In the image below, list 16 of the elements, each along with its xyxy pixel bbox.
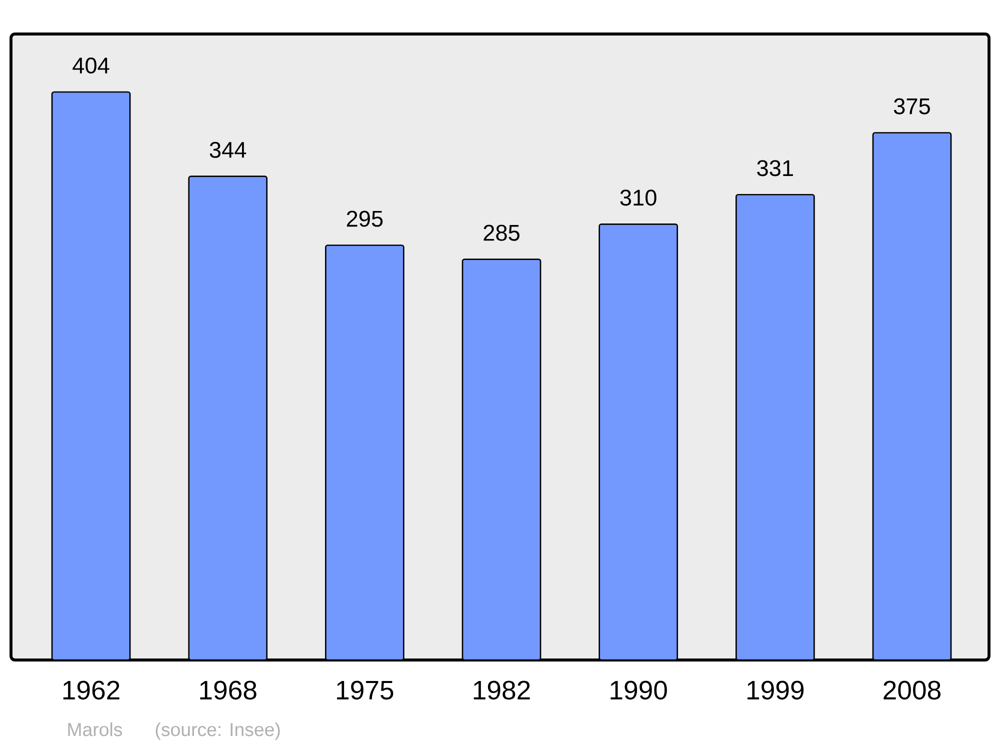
x-tick-label: 1990 xyxy=(610,680,667,700)
data-label: 331 xyxy=(757,160,793,176)
x-tick-label: 1999 xyxy=(748,680,804,700)
x-tick-label: 1982 xyxy=(474,680,530,700)
x-tick-label: 1962 xyxy=(63,680,120,700)
data-label: 404 xyxy=(72,57,110,74)
data-label: 295 xyxy=(346,210,383,227)
data-label: 285 xyxy=(484,224,520,241)
data-label: 375 xyxy=(894,98,930,114)
x-tick-label: 1968 xyxy=(200,680,256,700)
text: (source: Insee) xyxy=(156,722,280,740)
data-label: 310 xyxy=(620,190,656,206)
data-label: 344 xyxy=(210,142,246,158)
text: Marols xyxy=(68,722,122,736)
x-tick-label: 2008 xyxy=(884,680,940,700)
x-tick-label: 1975 xyxy=(337,680,394,700)
